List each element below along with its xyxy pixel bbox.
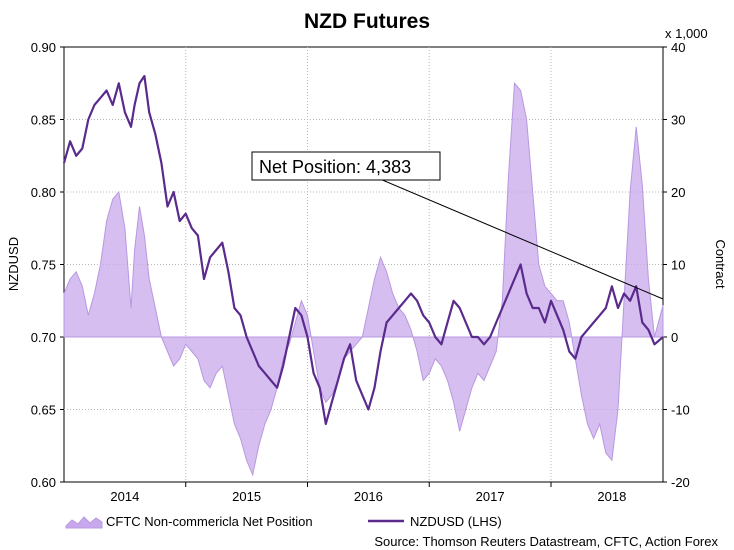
x-tick-label: 2018 bbox=[597, 489, 626, 504]
left-tick-label: 0.65 bbox=[31, 403, 56, 418]
left-axis-title: NZDUSD bbox=[6, 237, 21, 291]
x-tick-label: 2014 bbox=[110, 489, 139, 504]
left-tick-label: 0.70 bbox=[31, 330, 56, 345]
net-position-callout: Net Position: 4,383 bbox=[251, 151, 664, 300]
x-tick-label: 2017 bbox=[476, 489, 505, 504]
x-tick-label: 2015 bbox=[232, 489, 261, 504]
right-axis-title: Contract bbox=[713, 239, 728, 289]
legend-swatch-net-position bbox=[65, 516, 103, 529]
right-tick-label: 30 bbox=[671, 113, 685, 128]
net-position-area bbox=[63, 82, 664, 477]
grid-layer bbox=[60, 46, 667, 487]
x-tick-label: 2016 bbox=[354, 489, 383, 504]
left-tick-label: 0.90 bbox=[31, 40, 56, 55]
legend: CFTC Non-commericla Net Position NZDUSD … bbox=[65, 514, 502, 529]
left-tick-label: 0.80 bbox=[31, 185, 56, 200]
callout-text: Net Position: 4,383 bbox=[259, 157, 411, 177]
right-tick-label: -20 bbox=[671, 475, 690, 490]
nzdusd-line bbox=[62, 74, 664, 426]
ticks-layer: 0.60 0.65 0.70 0.75 0.80 0.85 0.90 -20 -10 0 10 20 3… bbox=[31, 40, 690, 504]
left-tick-label: 0.75 bbox=[31, 258, 56, 273]
source-note: Source: Thomson Reuters Datastream, CFTC… bbox=[374, 534, 718, 549]
callout-leader-line bbox=[379, 178, 664, 300]
callout-box bbox=[251, 151, 441, 181]
right-tick-label: 0 bbox=[671, 330, 678, 345]
right-tick-label: 20 bbox=[671, 185, 685, 200]
left-tick-label: 0.60 bbox=[31, 475, 56, 490]
legend-label-nzdusd: NZDUSD (LHS) bbox=[410, 514, 502, 529]
chart-title: NZD Futures bbox=[304, 10, 430, 33]
legend-label-net-position: CFTC Non-commericla Net Position bbox=[106, 514, 313, 529]
left-tick-label: 0.85 bbox=[31, 113, 56, 128]
area-layer bbox=[63, 82, 664, 477]
right-axis-unit: x 1,000 bbox=[665, 26, 708, 41]
right-tick-label: 40 bbox=[671, 40, 685, 55]
right-tick-label: 10 bbox=[671, 258, 685, 273]
right-tick-label: -10 bbox=[671, 403, 690, 418]
line-layer bbox=[62, 74, 664, 426]
plot-area-frame bbox=[63, 46, 664, 483]
